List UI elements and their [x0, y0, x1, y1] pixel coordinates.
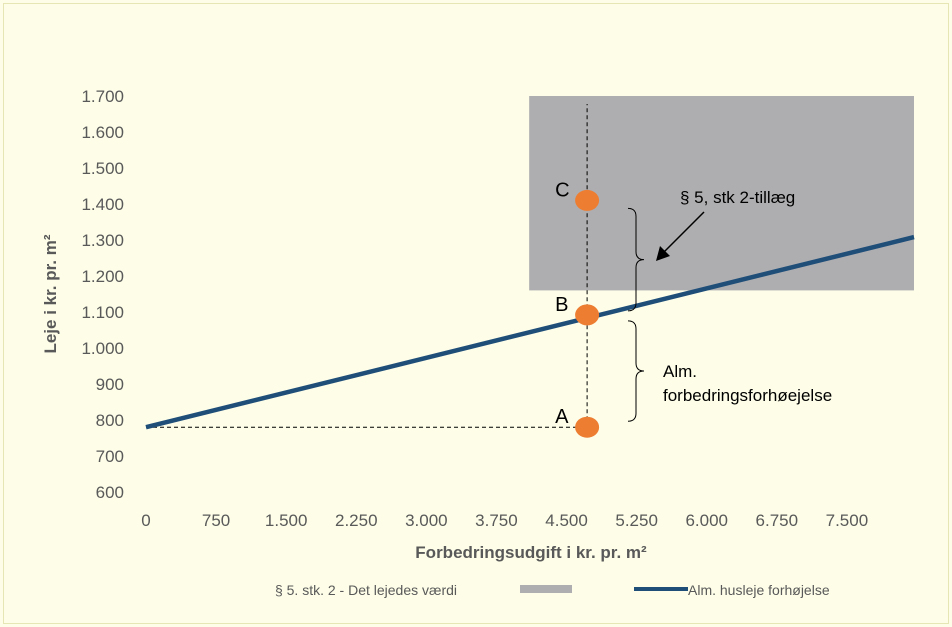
x-axis-title: Forbedringsudgift i kr. pr. m² — [415, 543, 647, 562]
y-tick-label: 1.700 — [81, 87, 124, 106]
y-tick-label: 1.500 — [81, 159, 124, 178]
x-tick-label: 3.000 — [405, 511, 448, 530]
y-tick-label: 800 — [96, 411, 124, 430]
bracket-upper — [627, 207, 645, 312]
point-a — [575, 416, 600, 438]
legend-area-label: § 5. stk. 2 - Det lejedes værdi — [275, 582, 457, 598]
point-label-b: B — [555, 294, 568, 316]
x-tick-label: 2.250 — [335, 511, 378, 530]
point-b — [575, 304, 600, 326]
point-label-c: C — [555, 179, 569, 201]
x-tick-label: 5.250 — [615, 511, 658, 530]
annotation-arrow-head — [656, 246, 670, 261]
y-tick-label: 700 — [96, 447, 124, 466]
bracket-lower — [627, 320, 645, 422]
x-tick-label: 1.500 — [265, 511, 308, 530]
y-axis-title: Leje i kr. pr. m² — [41, 234, 60, 353]
x-tick-label: 7.500 — [826, 511, 869, 530]
y-tick-label: 1.600 — [81, 123, 124, 142]
annotation-lower-line2: forbedringsforhøejelse — [663, 386, 832, 405]
x-tick-label: 3.750 — [475, 511, 518, 530]
y-tick-label: 1.300 — [81, 231, 124, 250]
y-tick-label: 1.400 — [81, 195, 124, 214]
point-label-a: A — [555, 406, 569, 428]
point-c — [575, 189, 600, 211]
legend-area-swatch — [520, 585, 572, 593]
y-tick-label: 1.100 — [81, 303, 124, 322]
x-tick-label: 6.000 — [685, 511, 728, 530]
annotation-lower-line1: Alm. — [663, 362, 697, 381]
y-tick-label: 900 — [96, 375, 124, 394]
x-tick-label: 750 — [202, 511, 230, 530]
y-tick-label: 1.200 — [81, 267, 124, 286]
y-tick-label: 600 — [96, 483, 124, 502]
x-tick-label: 6.750 — [756, 511, 799, 530]
series-line-alm-husleje — [145, 234, 915, 430]
annotation-arrow-line — [661, 211, 705, 255]
x-tick-label: 4.500 — [545, 511, 588, 530]
x-tick-label: 0 — [141, 511, 150, 530]
y-tick-label: 1.000 — [81, 339, 124, 358]
legend-line-label: Alm. husleje forhøjelse — [688, 582, 830, 598]
annotation-upper: § 5, stk 2-tillæg — [680, 188, 795, 207]
